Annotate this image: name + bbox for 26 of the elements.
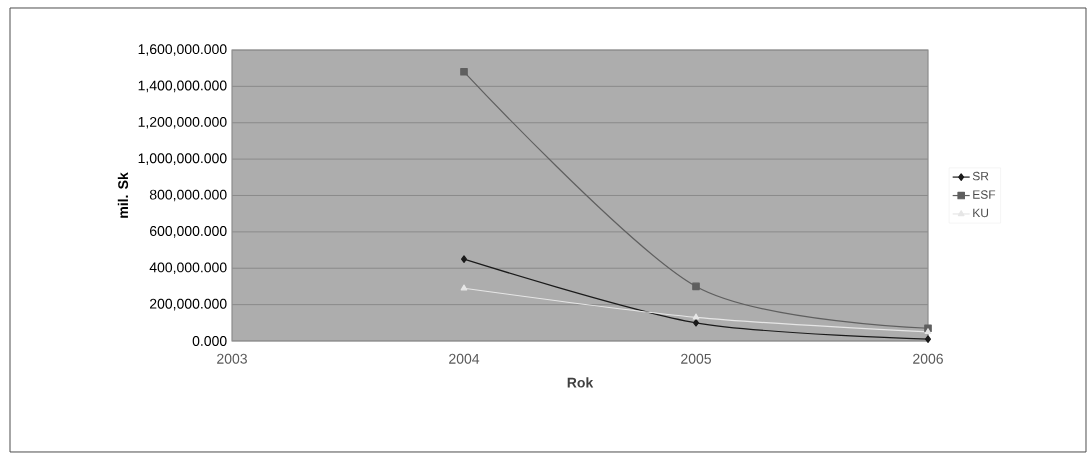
- y-tick-label: 0.000: [192, 336, 227, 346]
- x-tick-label: 2004: [449, 353, 480, 364]
- x-tick-label: 2006: [913, 353, 943, 364]
- y-tick-label: 1,400,000.000: [138, 80, 227, 93]
- point: [460, 68, 468, 76]
- point: [692, 282, 700, 291]
- point: [693, 319, 700, 327]
- point: [692, 313, 700, 320]
- legend-label: KU: [973, 208, 989, 218]
- y-tick-label: 400,000.000: [149, 262, 227, 275]
- legend-label: SR: [972, 171, 989, 181]
- y-tick-label: 800,000.000: [149, 189, 227, 202]
- legend-label: ESF: [973, 190, 996, 199]
- point: [925, 335, 932, 343]
- point: [461, 255, 468, 263]
- y-tick-label: 200,000.000: [149, 298, 227, 311]
- x-axis-title: Rok: [567, 377, 594, 388]
- point: [460, 284, 468, 291]
- y-tick-label: 1,200,000.000: [138, 116, 227, 129]
- x-tick-label: 2003: [217, 353, 247, 364]
- y-axis-title: mil. Sk: [117, 172, 129, 218]
- y-tick-label: 1,000,000.000: [138, 153, 227, 165]
- y-tick-label: 1,600,000.000: [138, 44, 227, 56]
- point: [924, 328, 932, 335]
- y-tick-label: 600,000.000: [150, 226, 227, 238]
- x-tick-label: 2005: [681, 353, 711, 364]
